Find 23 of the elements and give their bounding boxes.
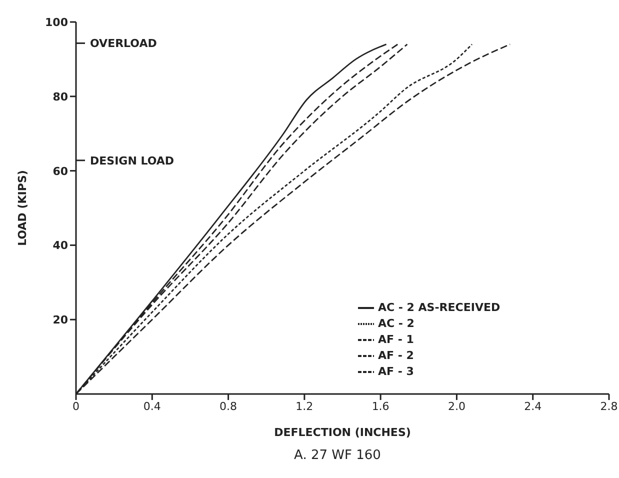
legend-label: AF - 2 [378, 349, 414, 362]
x-tick-label: 2.0 [448, 400, 466, 413]
legend-label: AF - 1 [378, 333, 414, 346]
ref-line-label: OVERLOAD [90, 37, 157, 50]
x-tick-label: 1.6 [372, 400, 390, 413]
y-tick-label: 20 [52, 314, 68, 327]
y-tick-label: 40 [52, 239, 68, 252]
x-tick-label: 0.4 [143, 400, 161, 413]
legend-label: AC - 2 [378, 317, 414, 330]
x-tick-label: 2.4 [524, 400, 542, 413]
y-axis-title: LOAD (KIPS) [16, 170, 29, 246]
x-tick-label: 0.8 [220, 400, 238, 413]
legend-label: AC - 2 AS-RECEIVED [378, 301, 500, 314]
x-tick-label: 0 [72, 400, 80, 413]
text: A. 27 WF 160 [293, 448, 382, 463]
x-axis-title: DEFLECTION (INCHES) [274, 426, 411, 439]
y-tick-label: 60 [52, 164, 68, 178]
y-tick-label: 100 [45, 16, 68, 29]
legend-label: AF - 3 [378, 365, 414, 378]
x-tick-label: 1.2 [296, 400, 314, 413]
x-tick-label: 2.8 [600, 400, 618, 413]
ref-line-label: DESIGN LOAD [90, 154, 174, 168]
y-tick-label: 80 [52, 90, 68, 104]
